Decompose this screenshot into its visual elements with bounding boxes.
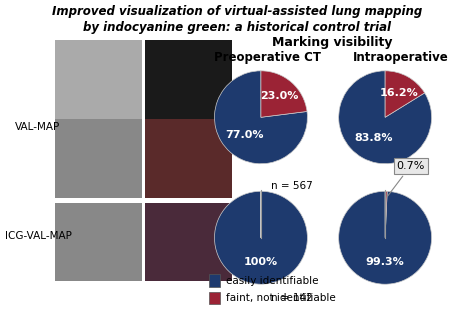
Text: n = 567: n = 567: [271, 181, 312, 191]
Wedge shape: [339, 191, 431, 284]
Text: Marking visibility: Marking visibility: [272, 36, 392, 49]
Text: 100%: 100%: [244, 257, 278, 267]
Text: 16.2%: 16.2%: [379, 88, 418, 98]
Wedge shape: [385, 71, 425, 117]
Text: 77.0%: 77.0%: [226, 130, 264, 140]
Text: Improved visualization of virtual-assisted lung mapping: Improved visualization of virtual-assist…: [52, 5, 422, 18]
Wedge shape: [261, 71, 307, 117]
Text: Intraoperative: Intraoperative: [353, 51, 448, 64]
Text: by indocyanine green: a historical control trial: by indocyanine green: a historical contr…: [83, 21, 391, 34]
Text: n = 142: n = 142: [271, 293, 312, 303]
Wedge shape: [215, 71, 307, 164]
Text: ICG-VAL-MAP: ICG-VAL-MAP: [5, 231, 72, 241]
Wedge shape: [385, 191, 387, 238]
Text: VAL-MAP: VAL-MAP: [15, 122, 60, 132]
Text: 83.8%: 83.8%: [354, 133, 392, 143]
Text: faint, not identifiable: faint, not identifiable: [226, 293, 336, 303]
Text: 99.3%: 99.3%: [365, 257, 404, 267]
Wedge shape: [215, 191, 308, 284]
Text: 0.7%: 0.7%: [388, 161, 425, 196]
Wedge shape: [339, 71, 431, 164]
Text: 23.0%: 23.0%: [260, 91, 299, 101]
Text: Preoperative CT: Preoperative CT: [214, 51, 321, 64]
Text: easily identifiable: easily identifiable: [226, 275, 319, 286]
